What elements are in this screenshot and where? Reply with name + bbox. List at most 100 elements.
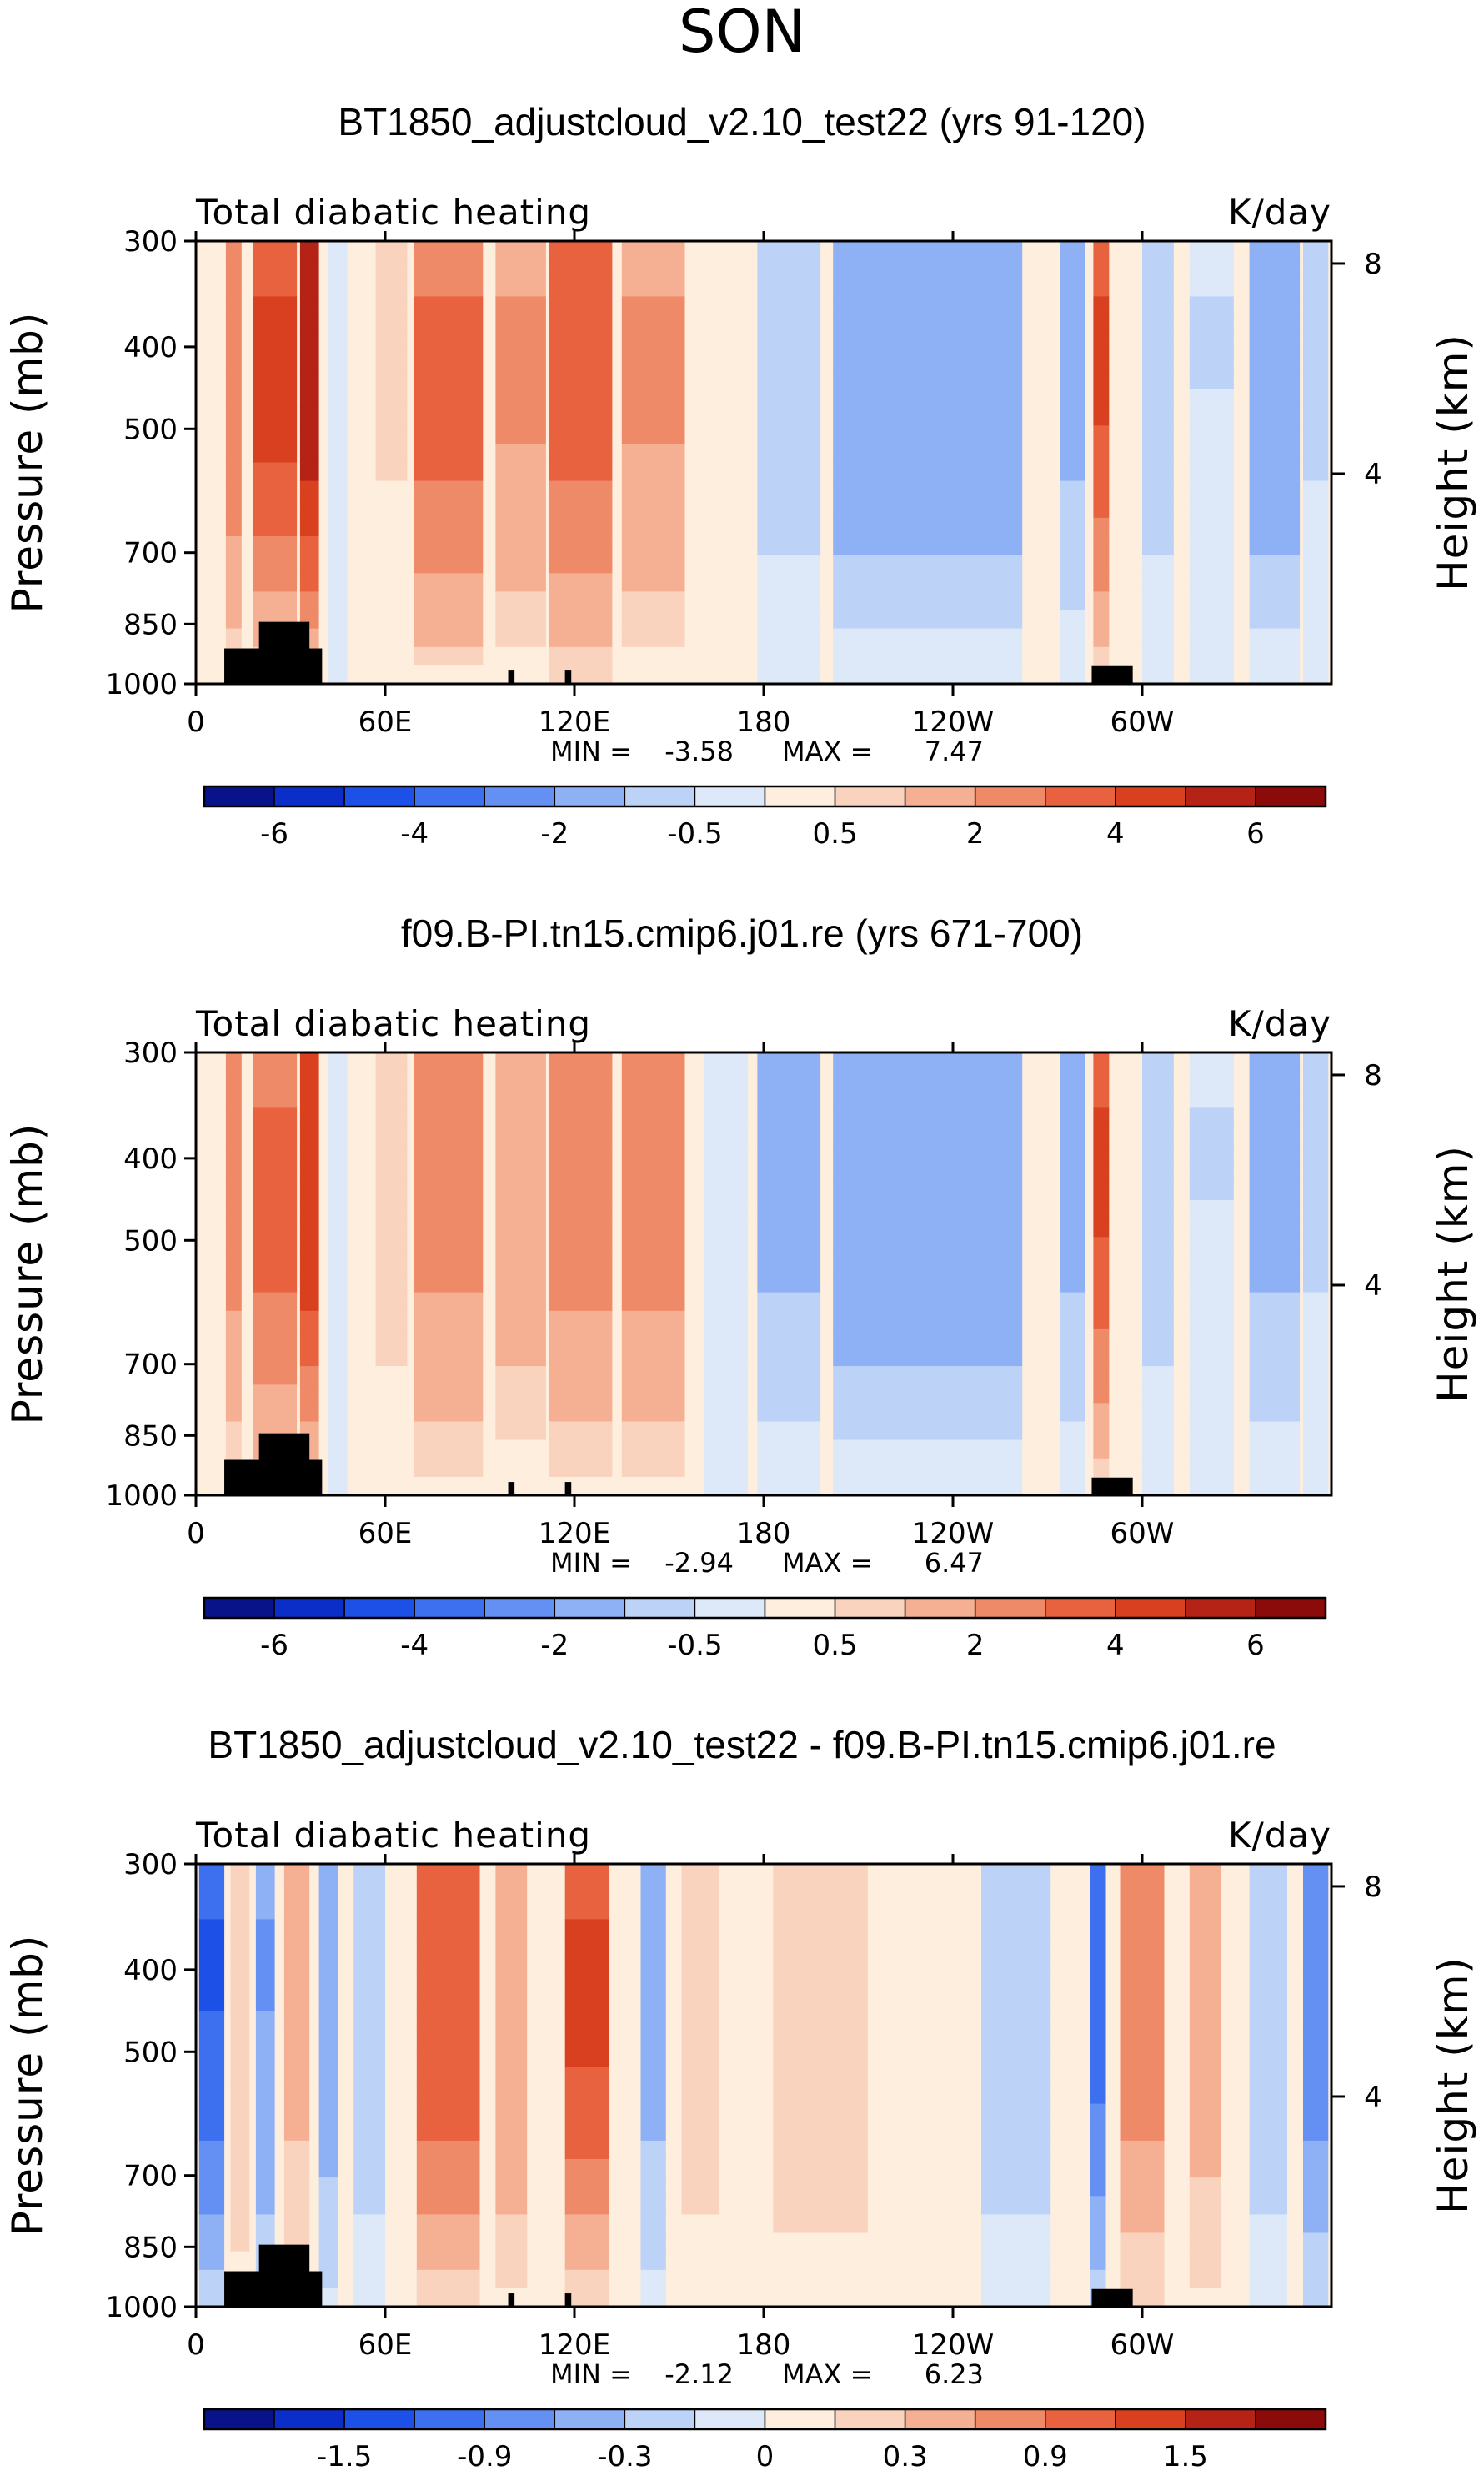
contour-cell [757,591,821,611]
contour-cell [225,628,242,648]
contour-cell [414,1126,484,1146]
contour-cell [225,1328,242,1348]
contour-cell [414,1089,484,1108]
contour-cell [414,351,484,371]
contour-cell [621,1144,685,1164]
contour-cell [328,407,348,426]
contour-cell [198,2251,225,2271]
colorbar-frame [203,1596,1327,1620]
contour-cell [375,480,408,500]
contour-cell [704,425,749,444]
contour-cell [495,1864,528,1883]
colorbar-swatch [1255,786,1326,807]
contour-cell [253,1292,298,1312]
y-tick-label: 400 [123,1143,178,1176]
contour-cell [495,1919,528,1939]
contour-cell [1093,259,1110,279]
contour-cell [416,2030,480,2049]
contour-cell [640,1901,666,1920]
contour-cell [1093,1126,1110,1146]
contour-cell [1090,2103,1106,2123]
contour-cell [549,1237,613,1256]
contour-cell [318,2030,338,2049]
contour-cell [328,1126,348,1146]
contour-cell [549,499,613,519]
contour-cell [1112,425,1128,444]
contour-cell [757,1439,821,1459]
contour-cell [255,2030,275,2049]
contour-cell [328,1089,348,1108]
contour-cell [880,2288,975,2307]
contour-cell [1090,2251,1106,2271]
contour-cell [1189,1348,1234,1367]
contour-cell [1249,1163,1301,1183]
contour-cell [549,333,613,353]
contour-cell [1112,389,1128,408]
contour-cell [198,2140,225,2160]
contour-cell [495,369,546,389]
topography-mask [508,1482,515,1495]
contour-cell [1093,646,1110,666]
contour-cell [318,2196,338,2215]
contour-cell [495,1126,546,1146]
contour-cell [704,1089,749,1108]
contour-cell [495,1992,528,2012]
contour-cell [704,1200,749,1219]
contour-cell [773,2067,868,2087]
contour-cell [564,1864,609,1883]
contour-cell [704,499,749,519]
contour-cell [495,1144,546,1164]
contour-cell [495,407,546,426]
contour-cell [1249,536,1301,555]
contour-cell [230,2048,250,2067]
contour-cell [1090,2122,1106,2142]
contour-cell [328,444,348,464]
contour-cell [1060,1126,1085,1146]
contour-cell [495,2122,528,2142]
contour-cell [495,1200,546,1219]
contour-cell [414,1181,484,1201]
contour-cell [1142,1181,1174,1201]
contour-cell [230,2214,250,2234]
contour-cell [416,1992,480,2012]
colorbar-label: 6 [1246,1629,1265,1662]
y-tick-label: 500 [123,1224,178,1258]
contour-cell [225,1366,242,1385]
contour-cell [1112,1439,1128,1459]
contour-cell [253,333,298,353]
contour-cell [1303,1992,1329,2012]
contour-cell [253,1126,298,1146]
contour-cell [1249,1200,1301,1219]
contour-cell [253,1071,298,1090]
contour-cell [414,1107,484,1127]
contour-cell [1112,278,1128,297]
contour-cell [1142,1126,1174,1146]
colorbar-swatch [694,1597,766,1619]
contour-cell [198,2214,225,2234]
contour-cell [328,259,348,279]
contour-cell [1189,1237,1234,1256]
contour-cell [833,1328,1023,1348]
contour-cell [253,499,298,519]
contour-cell [353,1864,385,1883]
contour-cell [495,1181,546,1201]
contour-cell [1303,1273,1329,1293]
contour-cell [1249,2011,1287,2031]
contour-cell [253,259,298,279]
contour-cell [1060,1181,1085,1201]
panel-2: f09.B-PI.tn15.cmip6.j01.re (yrs 671-700)… [3,912,1477,1662]
contour-cell [1093,1328,1110,1348]
contour-cell [1303,1476,1329,1495]
contour-cell [1093,1107,1110,1127]
contour-cell [416,2122,480,2142]
contour-cell [225,1126,242,1146]
contour-cell [880,2177,975,2197]
units-label: K/day [1228,1003,1331,1044]
contour-cell [414,1052,484,1072]
contour-cell [283,1937,310,1957]
contour-cell [1060,1348,1085,1367]
contour-cell [704,1292,749,1312]
contour-cell [225,1071,242,1090]
contour-cell [1093,278,1110,297]
contour-cell [495,1421,546,1441]
